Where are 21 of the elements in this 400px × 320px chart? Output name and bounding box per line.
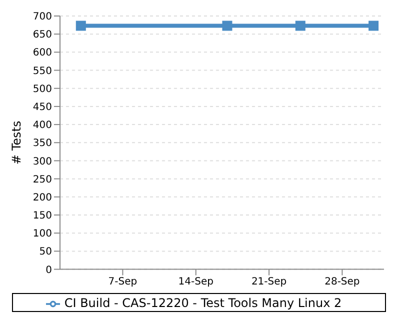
y-tick-label: 100: [32, 228, 52, 240]
y-tick-label: 250: [32, 174, 52, 186]
y-tick-label: 0: [46, 264, 52, 276]
x-tick-label: 14-Sep: [178, 276, 214, 288]
y-tick-label: 600: [32, 48, 52, 59]
y-tick-label: 400: [32, 120, 52, 132]
y-tick-label: 300: [32, 156, 52, 168]
y-tick-label: 550: [32, 66, 52, 77]
x-tick-label: 7-Sep: [108, 276, 138, 288]
y-axis-title: # Tests: [9, 120, 24, 165]
y-tick-label: 50: [39, 246, 52, 258]
y-tick-label: 650: [32, 30, 52, 41]
y-tick-label: 150: [32, 210, 52, 222]
x-tick-label: 21-Sep: [251, 276, 287, 288]
y-tick-label: 450: [32, 102, 52, 114]
x-tick-label: 28-Sep: [324, 276, 360, 288]
y-tick-label: 700: [32, 12, 52, 23]
legend-label: CI Build - CAS-12220 - Test Tools Many Linux 2: [64, 296, 342, 310]
y-tick-label: 350: [32, 138, 52, 150]
y-tick-label: 200: [32, 192, 52, 204]
y-tick-label: 500: [32, 84, 52, 95]
